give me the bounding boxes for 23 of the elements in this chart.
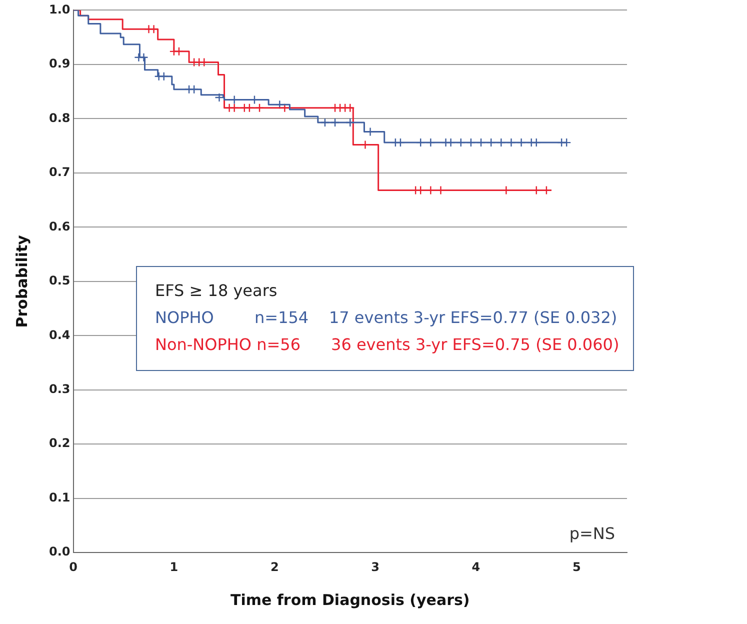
text: Non-NOPHO n=56 36 events 3-yr EFS=0.75 (SE 0.060) bbox=[155, 334, 620, 356]
y-tick-label: 0.2 bbox=[48, 436, 70, 450]
x-tick-label: 5 bbox=[572, 560, 581, 574]
y-tick-label: 1.0 bbox=[48, 2, 70, 16]
y-tick-label: 0.5 bbox=[48, 274, 70, 288]
y-tick-label: 0.3 bbox=[48, 382, 70, 396]
y-tick-label: 0.6 bbox=[48, 219, 70, 234]
text: NOPHO n=154 17 events 3-yr EFS=0.77 (SE 0.032) bbox=[155, 307, 618, 329]
y-axis-title: Probability bbox=[12, 234, 31, 328]
x-axis-title: Time from Diagnosis (years) bbox=[230, 590, 470, 609]
y-tick-label: 0.8 bbox=[48, 110, 70, 125]
x-tick-label: 4 bbox=[472, 560, 480, 574]
y-tick-label: 0.7 bbox=[48, 165, 70, 180]
x-tick-label: 1 bbox=[170, 560, 178, 574]
x-tick-label: 3 bbox=[371, 560, 380, 574]
y-tick-label: 0.1 bbox=[48, 490, 70, 504]
y-tick-label: 0.0 bbox=[48, 544, 70, 559]
y-tick-label: 0.4 bbox=[48, 328, 70, 342]
x-tick-label: 2 bbox=[270, 560, 279, 574]
legend-title: EFS ≥ 18 years bbox=[155, 280, 278, 302]
annotation: p=NS bbox=[569, 524, 615, 543]
x-tick-label: 0 bbox=[69, 560, 78, 574]
y-tick-label: 0.9 bbox=[48, 56, 70, 71]
